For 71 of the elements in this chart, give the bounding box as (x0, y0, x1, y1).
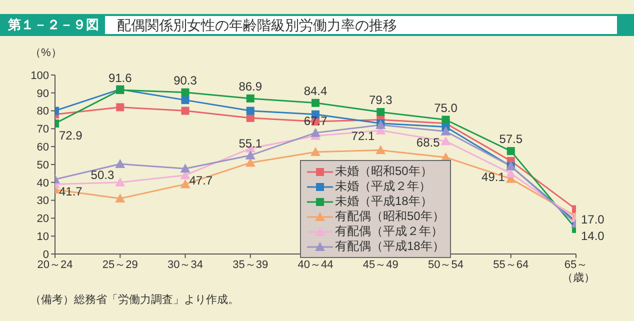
point (312, 98, 320, 107)
legend-label: 未婚（昭和50年） (335, 163, 432, 180)
data-label: 86.9 (238, 79, 262, 94)
data-label: 68.5 (416, 135, 440, 150)
x-tick-label: 25～29 (102, 258, 138, 271)
text: （備考）総務省「労働力調査」より作成。 (30, 292, 239, 307)
data-label: 75.0 (434, 100, 458, 115)
x-tick-label: 30～34 (168, 258, 203, 271)
y-tick-label: 30 (36, 195, 49, 208)
point (440, 136, 451, 146)
x-tick-label: 45～49 (362, 258, 398, 271)
point (181, 106, 190, 115)
y-tick-label: 80 (36, 106, 49, 118)
point (180, 179, 190, 188)
y-tick-label: 0 (42, 248, 49, 261)
data-label: 72.9 (59, 128, 83, 143)
data-label: 55.1 (238, 136, 262, 150)
x-tick-label: 20～24 (37, 258, 73, 271)
point (442, 116, 450, 124)
text: 第１－２－９図 (8, 16, 99, 34)
x-tick-label: 65～ (564, 258, 588, 271)
data-label: 91.6 (108, 71, 132, 86)
x-tick-label: 50～54 (428, 258, 464, 271)
data-label: 72.1 (351, 128, 375, 143)
data-label: 84.4 (304, 84, 328, 98)
y-tick-label: 20 (36, 213, 49, 226)
y-tick-label: 90 (36, 88, 49, 100)
point (115, 194, 126, 203)
data-label: 14.0 (581, 228, 605, 243)
x-tick-label: 55～64 (493, 258, 529, 271)
point (181, 96, 190, 104)
data-label: 17.0 (581, 212, 605, 227)
y-tick-label: 70 (36, 124, 49, 136)
legend-label: 有配偶（平成２年） (335, 223, 443, 240)
y-tick-label: 10 (36, 231, 49, 244)
x-tick-label: 35～39 (232, 258, 268, 271)
point (181, 88, 190, 96)
data-label: 50.3 (90, 168, 114, 182)
chart-title: 配偶関係別女性の年齢階級別労働力率の推移 (105, 16, 617, 34)
point (115, 177, 126, 186)
point (376, 145, 386, 154)
legend-label: 未婚（平成２年） (335, 178, 431, 195)
data-label: 57.5 (499, 132, 523, 146)
data-label: 79.3 (368, 93, 393, 108)
point (440, 126, 451, 136)
point (245, 158, 256, 167)
legend-label: 有配偶（昭和50年） (335, 208, 444, 225)
point (246, 106, 254, 115)
x-tick-label: 40～44 (298, 258, 334, 271)
point (310, 128, 320, 137)
legend-label: 未婚（平成18年） (335, 193, 432, 210)
data-label: 41.7 (59, 184, 83, 198)
point (115, 158, 126, 168)
point (245, 150, 256, 160)
data-label: 67.7 (304, 114, 328, 128)
point (180, 164, 190, 173)
y-tick-label: 50 (36, 159, 49, 172)
point (246, 94, 254, 102)
data-label: 47.7 (189, 174, 213, 188)
point (116, 103, 124, 112)
data-label: 90.3 (174, 73, 198, 88)
x-axis-title: （歳） (562, 271, 595, 285)
point (376, 108, 385, 116)
y-tick-label: 100 (30, 70, 49, 82)
point (506, 147, 515, 156)
y-axis-title: （%） (30, 46, 62, 60)
y-tick-label: 40 (36, 177, 49, 190)
point (310, 146, 320, 156)
legend-label: 有配偶（平成18年） (335, 238, 444, 255)
y-tick-label: 60 (36, 142, 49, 154)
data-label: 49.1 (482, 170, 506, 184)
